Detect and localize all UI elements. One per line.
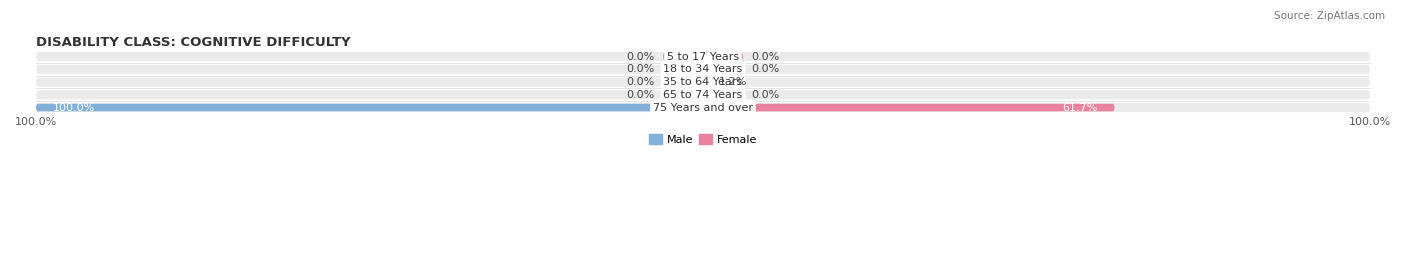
Text: 35 to 64 Years: 35 to 64 Years [664, 77, 742, 87]
Text: 0.0%: 0.0% [751, 52, 779, 62]
Text: 0.0%: 0.0% [627, 64, 655, 74]
Text: 5 to 17 Years: 5 to 17 Years [666, 52, 740, 62]
Text: 0.0%: 0.0% [627, 52, 655, 62]
FancyBboxPatch shape [37, 77, 1369, 87]
Text: DISABILITY CLASS: COGNITIVE DIFFICULTY: DISABILITY CLASS: COGNITIVE DIFFICULTY [37, 36, 350, 49]
FancyBboxPatch shape [37, 104, 703, 111]
Text: 0.0%: 0.0% [627, 77, 655, 87]
Legend: Male, Female: Male, Female [644, 129, 762, 149]
FancyBboxPatch shape [664, 53, 703, 60]
FancyBboxPatch shape [703, 78, 711, 86]
FancyBboxPatch shape [703, 66, 742, 73]
Text: 75 Years and over: 75 Years and over [652, 103, 754, 113]
FancyBboxPatch shape [37, 103, 1369, 112]
Text: 0.0%: 0.0% [627, 90, 655, 100]
FancyBboxPatch shape [664, 78, 703, 86]
FancyBboxPatch shape [664, 66, 703, 73]
Text: 1.2%: 1.2% [718, 77, 748, 87]
Text: 18 to 34 Years: 18 to 34 Years [664, 64, 742, 74]
FancyBboxPatch shape [703, 53, 742, 60]
Text: 65 to 74 Years: 65 to 74 Years [664, 90, 742, 100]
FancyBboxPatch shape [37, 52, 1369, 61]
Text: Source: ZipAtlas.com: Source: ZipAtlas.com [1274, 11, 1385, 21]
FancyBboxPatch shape [37, 90, 1369, 99]
Text: 100.0%: 100.0% [53, 103, 96, 113]
Text: 61.7%: 61.7% [1063, 103, 1098, 113]
FancyBboxPatch shape [664, 91, 703, 99]
FancyBboxPatch shape [37, 65, 1369, 74]
FancyBboxPatch shape [703, 104, 1115, 111]
Text: 0.0%: 0.0% [751, 64, 779, 74]
FancyBboxPatch shape [703, 91, 742, 99]
Text: 0.0%: 0.0% [751, 90, 779, 100]
